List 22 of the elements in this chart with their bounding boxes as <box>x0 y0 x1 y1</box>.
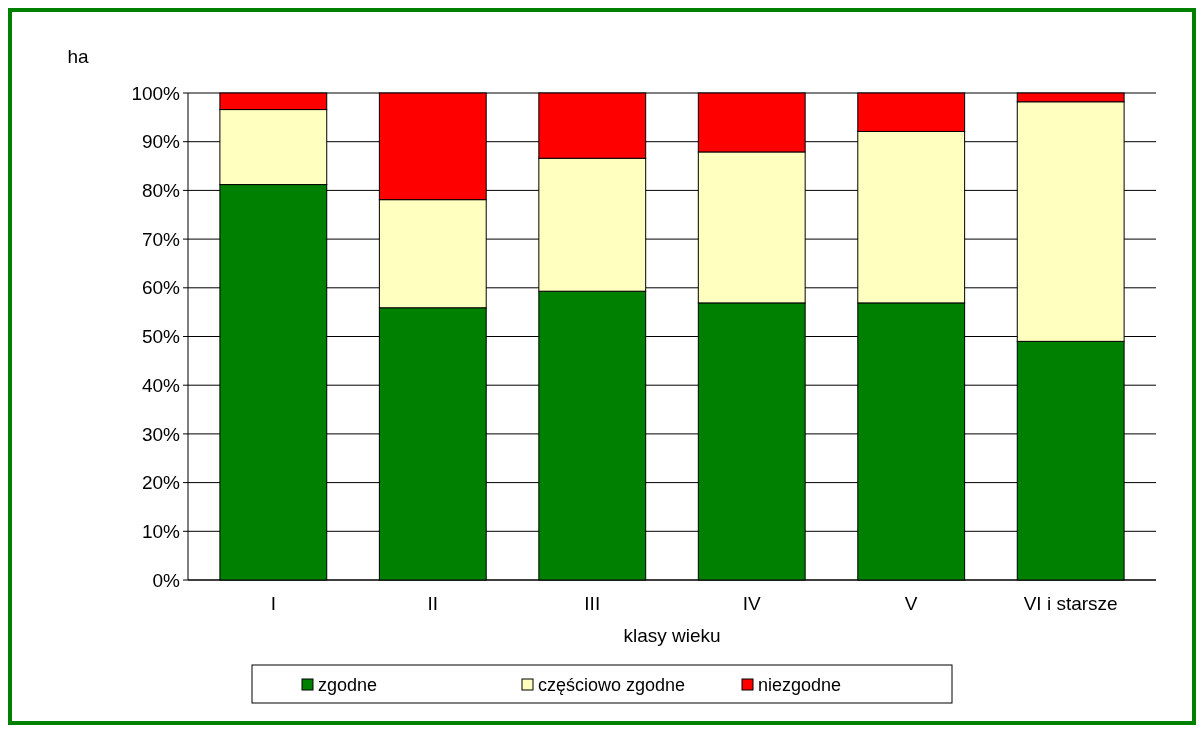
y-tick-label: 20% <box>141 472 181 494</box>
y-tick-label: 30% <box>141 423 181 445</box>
y-tick-label: 70% <box>141 228 181 250</box>
x-tick-label: IV <box>742 593 762 614</box>
x-tick-label: VI i starsze <box>1023 593 1118 614</box>
x-axis-title: klasy wieku <box>623 625 721 646</box>
y-axis-title: ha <box>67 46 89 67</box>
y-tick-label: 10% <box>141 520 181 542</box>
y-tick-label: 100% <box>131 82 181 104</box>
y-tick-label: 90% <box>141 131 181 153</box>
y-tick-label: 60% <box>141 277 181 299</box>
x-tick-label: II <box>427 593 439 614</box>
y-tick-label: 0% <box>152 569 181 591</box>
legend-label: częściowo zgodne <box>538 675 686 696</box>
legend-label: niezgodne <box>758 675 842 696</box>
x-tick-label: III <box>584 593 601 614</box>
y-tick-label: 80% <box>141 180 181 202</box>
x-tick-label: V <box>904 593 918 614</box>
x-tick-label: I <box>270 593 276 614</box>
y-tick-label: 50% <box>141 326 181 348</box>
legend-label: zgodne <box>318 675 378 696</box>
y-tick-label: 40% <box>141 374 181 396</box>
